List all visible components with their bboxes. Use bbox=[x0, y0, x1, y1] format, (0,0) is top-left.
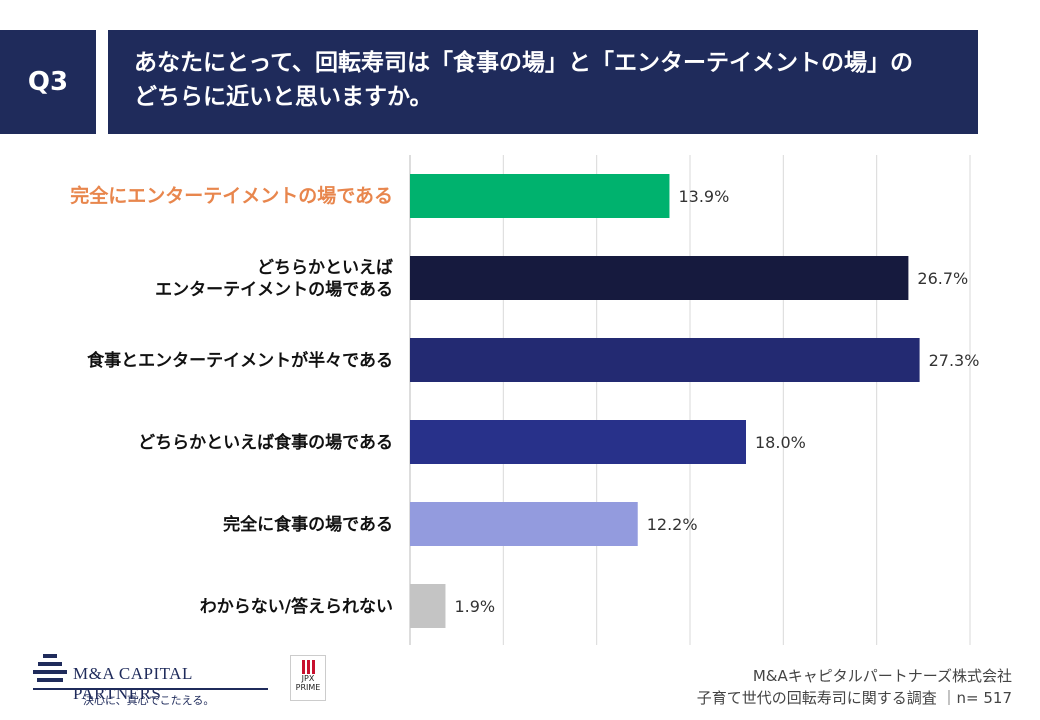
logo-tagline: 決心に、真心でこたえる。 bbox=[83, 694, 215, 707]
bar bbox=[410, 174, 670, 218]
company-mark-icon bbox=[33, 654, 67, 682]
category-label: わからない/答えられない bbox=[200, 596, 393, 617]
value-label: 12.2% bbox=[647, 515, 698, 534]
category-label: 完全にエンターテイメントの場である bbox=[70, 184, 393, 207]
footer-company: M&Aキャピタルパートナーズ株式会社 bbox=[752, 667, 1012, 685]
category-label: 完全に食事の場である bbox=[223, 514, 393, 535]
jpx-prime-badge: JPX PRIME bbox=[290, 655, 326, 701]
bar bbox=[410, 502, 638, 546]
bar-chart: 13.9% 完全にエンターテイメントの場である 26.7% どちらかといえばエンターテ… bbox=[70, 155, 980, 645]
jpx-badge-top: JPX bbox=[301, 674, 315, 683]
footer-source: M&Aキャピタルパートナーズ株式会社 子育て世代の回転寿司に関する調査 ｜n= … bbox=[697, 665, 1012, 709]
company-logo: M&A CAPITAL PARTNERS 決心に、真心でこたえる。 bbox=[33, 650, 268, 707]
value-label: 18.0% bbox=[755, 433, 806, 452]
category-label: 食事とエンターテイメントが半々である bbox=[87, 350, 393, 371]
question-title: あなたにとって、回転寿司は「食事の場」と「エンターテイメントの場」の どちらに近… bbox=[108, 30, 978, 134]
question-number: Q3 bbox=[0, 30, 96, 134]
category-label: どちらかといえば bbox=[257, 258, 393, 278]
bar bbox=[410, 420, 746, 464]
bar bbox=[410, 338, 920, 382]
value-label: 27.3% bbox=[929, 351, 980, 370]
bar bbox=[410, 256, 909, 300]
jpx-badge-bottom: PRIME bbox=[295, 683, 321, 692]
jpx-bars-icon bbox=[291, 660, 325, 674]
value-label: 26.7% bbox=[917, 269, 968, 288]
bar bbox=[410, 584, 446, 628]
question-line-1: あなたにとって、回転寿司は「食事の場」と「エンターテイメントの場」の bbox=[134, 50, 914, 76]
logo-divider bbox=[33, 688, 268, 690]
value-label: 1.9% bbox=[454, 597, 495, 616]
category-label: エンターテイメントの場である bbox=[155, 280, 393, 300]
category-label: どちらかといえば食事の場である bbox=[138, 432, 393, 453]
question-line-2: どちらに近いと思いますか。 bbox=[134, 84, 433, 110]
footer-survey: 子育て世代の回転寿司に関する調査 ｜n= 517 bbox=[696, 689, 1012, 707]
value-label: 13.9% bbox=[678, 187, 729, 206]
